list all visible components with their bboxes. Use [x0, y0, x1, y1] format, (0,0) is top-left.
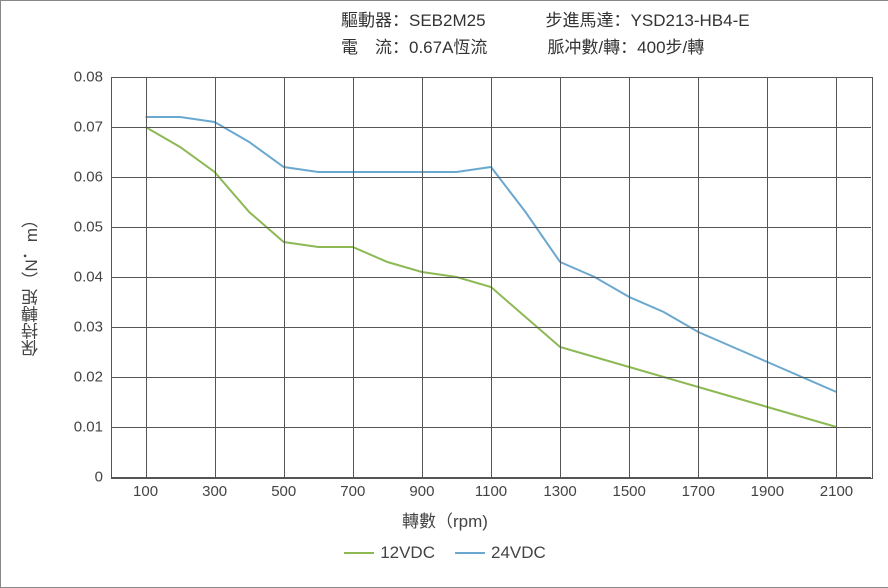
- x-axis-title: 轉數（rpm): [1, 507, 888, 532]
- xtick-label: 300: [202, 477, 227, 500]
- xtick-label: 100: [133, 477, 158, 500]
- xtick-label: 2100: [820, 477, 853, 500]
- legend-label: 24VDC: [491, 543, 546, 563]
- gridline-v: [215, 77, 216, 477]
- xtick-label: 700: [340, 477, 365, 500]
- ytick-label: 0.07: [74, 119, 111, 136]
- gridline-v: [560, 77, 561, 477]
- ytick-label: 0: [95, 469, 111, 486]
- motor-value: YSD213-HB4-E: [631, 11, 750, 30]
- current-value: 0.67A恆流: [409, 38, 487, 57]
- legend-label: 12VDC: [380, 543, 435, 563]
- chart-legend: 12VDC 24VDC: [1, 539, 888, 563]
- ytick-label: 0.02: [74, 369, 111, 386]
- legend-swatch: [455, 552, 485, 554]
- legend-swatch: [344, 552, 374, 554]
- xtick-label: 1900: [751, 477, 784, 500]
- pulse-value: 400步/轉: [637, 38, 704, 57]
- chart-metadata: 驅動器：SEB2M25 步進馬達：YSD213-HB4-E 電 流：0.67A恆…: [341, 7, 869, 61]
- ytick-label: 0.06: [74, 169, 111, 186]
- xtick-label: 1700: [682, 477, 715, 500]
- gridline-v: [284, 77, 285, 477]
- ytick-label: 0.01: [74, 419, 111, 436]
- gridline-v: [491, 77, 492, 477]
- gridline-v: [698, 77, 699, 477]
- y-axis-title: 保持轉矩（N．m）: [19, 211, 44, 356]
- motor-label: 步進馬達：: [546, 7, 631, 34]
- gridline-v: [836, 77, 837, 477]
- xtick-label: 500: [271, 477, 296, 500]
- xtick-label: 900: [409, 477, 434, 500]
- gridline-v: [353, 77, 354, 477]
- gridline-v: [629, 77, 630, 477]
- xtick-label: 1300: [543, 477, 576, 500]
- legend-item: 12VDC: [344, 543, 435, 563]
- ytick-label: 0.04: [74, 269, 111, 286]
- ytick-label: 0.03: [74, 319, 111, 336]
- gridline-v: [422, 77, 423, 477]
- driver-value: SEB2M25: [409, 11, 486, 30]
- ytick-label: 0.08: [74, 69, 111, 86]
- gridline-v: [146, 77, 147, 477]
- pulse-label: 脈冲數/轉：: [547, 34, 637, 61]
- chart-plot-area: 00.010.020.030.040.050.060.070.081003005…: [111, 77, 871, 477]
- xtick-label: 1500: [612, 477, 645, 500]
- current-label: 電 流：: [341, 34, 409, 61]
- gridline-v: [767, 77, 768, 477]
- driver-label: 驅動器：: [341, 7, 409, 34]
- ytick-label: 0.05: [74, 219, 111, 236]
- xtick-label: 1100: [475, 477, 507, 500]
- legend-item: 24VDC: [455, 543, 546, 563]
